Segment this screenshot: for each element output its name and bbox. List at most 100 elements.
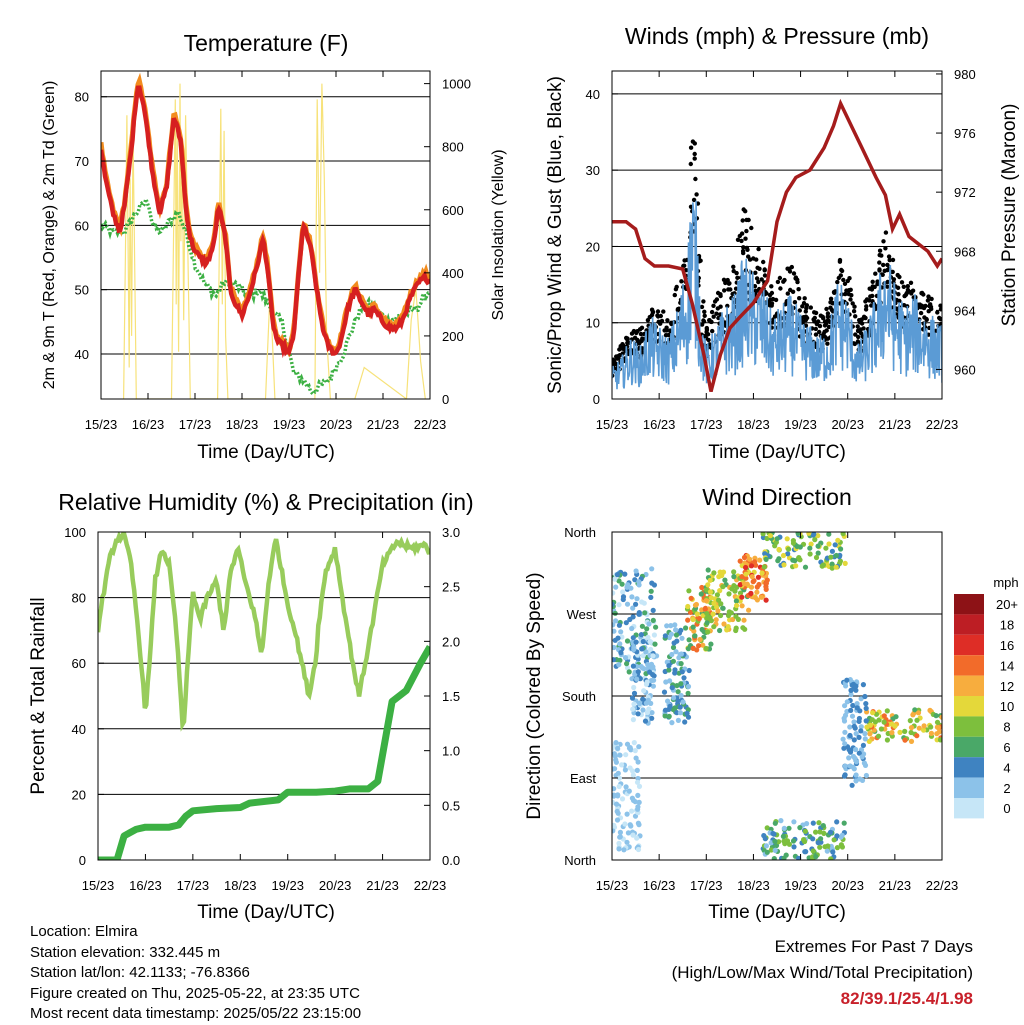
direction-point	[681, 675, 687, 681]
precip-ytick-label: 0.5	[442, 798, 460, 813]
direction-point	[849, 782, 855, 788]
direction-point	[638, 632, 645, 638]
direction-point	[834, 833, 840, 839]
gust-point	[674, 284, 679, 290]
direction-point	[615, 810, 621, 816]
direction-point	[817, 844, 823, 850]
direction-ticks: 15/23 16/23 17/23 18/23 19/23 20/23 21/23 22/23…	[562, 525, 958, 893]
direction-point	[831, 837, 837, 843]
direction-point	[849, 713, 856, 719]
direction-point	[824, 848, 830, 854]
winds-xtick-label: 22/23	[926, 417, 959, 432]
gust-point	[744, 245, 750, 251]
temperature-ytick-label: 60	[75, 218, 89, 233]
direction-point	[825, 843, 831, 849]
gust-point	[825, 341, 830, 346]
direction-point	[902, 737, 908, 743]
direction-point	[786, 825, 792, 831]
direction-point	[741, 617, 747, 623]
direction-point	[678, 651, 685, 657]
direction-point	[644, 626, 650, 632]
direction-point	[763, 556, 769, 563]
direction-point	[685, 617, 691, 623]
direction-point	[743, 571, 749, 577]
gust-point	[749, 225, 754, 231]
direction-point	[866, 738, 872, 745]
direction-point	[827, 829, 834, 835]
direction-point	[631, 690, 638, 697]
direction-point	[635, 820, 642, 826]
direction-point	[635, 759, 641, 765]
direction-point	[633, 568, 639, 574]
direction-point	[621, 847, 627, 853]
direction-point	[635, 669, 641, 675]
colorbar-label: 10	[1000, 699, 1014, 714]
gust-point	[796, 287, 801, 292]
gust-point	[919, 290, 925, 296]
direction-point	[646, 706, 652, 712]
gust-point	[640, 336, 645, 341]
direction-point	[760, 532, 766, 537]
direction-point	[702, 606, 708, 612]
humidity-ytick-label: 80	[72, 591, 86, 606]
direction-point	[813, 554, 820, 561]
gust-point	[702, 309, 707, 314]
direction-point	[741, 554, 748, 561]
direction-point	[839, 832, 845, 838]
direction-point	[841, 820, 847, 826]
direction-point	[928, 724, 934, 730]
humidity-xtick-label: 20/23	[319, 878, 352, 893]
direction-point	[629, 594, 635, 600]
pressure-ytick-label: 960	[954, 362, 976, 377]
gust-point	[885, 262, 890, 268]
direction-point	[640, 653, 646, 659]
direction-point	[628, 585, 634, 591]
temperature-ytick-label: 50	[75, 283, 89, 298]
humidity-ytick-label: 0	[79, 853, 86, 868]
gust-point	[744, 217, 749, 223]
gust-point	[688, 161, 693, 167]
direction-point	[722, 577, 728, 583]
direction-point	[699, 584, 705, 591]
gust-point	[897, 298, 902, 304]
direction-point	[867, 722, 874, 728]
solar-ylabel: Solar Insolation (Yellow)	[490, 149, 507, 320]
direction-point	[624, 665, 631, 671]
direction-point	[647, 669, 653, 675]
wind-direction-panel: Wind Direction 15/23 16/23 17/23 18/23 19/23…	[524, 484, 1019, 923]
direction-point	[734, 584, 740, 590]
direction-point	[634, 835, 640, 841]
gust-point	[731, 264, 736, 269]
direction-point	[772, 838, 778, 845]
direction-point	[842, 560, 848, 567]
gust-point	[835, 279, 840, 285]
direction-point	[613, 618, 619, 624]
direction-point	[690, 624, 696, 630]
direction-point	[612, 822, 617, 828]
direction-point	[785, 551, 791, 557]
gust-point	[703, 333, 708, 338]
direction-point	[678, 692, 684, 699]
direction-point	[613, 801, 620, 807]
gust-point	[879, 253, 884, 258]
gust-point	[922, 315, 927, 320]
recent-text: Most recent data timestamp: 2025/05/22 2…	[30, 1005, 362, 1023]
direction-point	[645, 634, 651, 641]
gust-point	[702, 313, 707, 318]
gust-point	[825, 314, 830, 319]
direction-point	[667, 703, 673, 710]
extremes-box: Extremes For Past 7 Days (High/Low/Max W…	[672, 934, 973, 1012]
direction-point	[686, 667, 692, 674]
direction-point	[853, 683, 859, 689]
solar-ytick-label: 0	[442, 392, 449, 407]
direction-point	[645, 697, 651, 703]
temperature-xtick-label: 22/23	[414, 417, 447, 432]
direction-point	[662, 633, 669, 639]
direction-point	[639, 623, 646, 629]
direction-point	[858, 724, 864, 730]
direction-point	[856, 715, 863, 722]
gust-point	[938, 303, 942, 308]
direction-point	[674, 710, 680, 716]
gust-point	[824, 306, 829, 312]
direction-point	[711, 624, 717, 630]
